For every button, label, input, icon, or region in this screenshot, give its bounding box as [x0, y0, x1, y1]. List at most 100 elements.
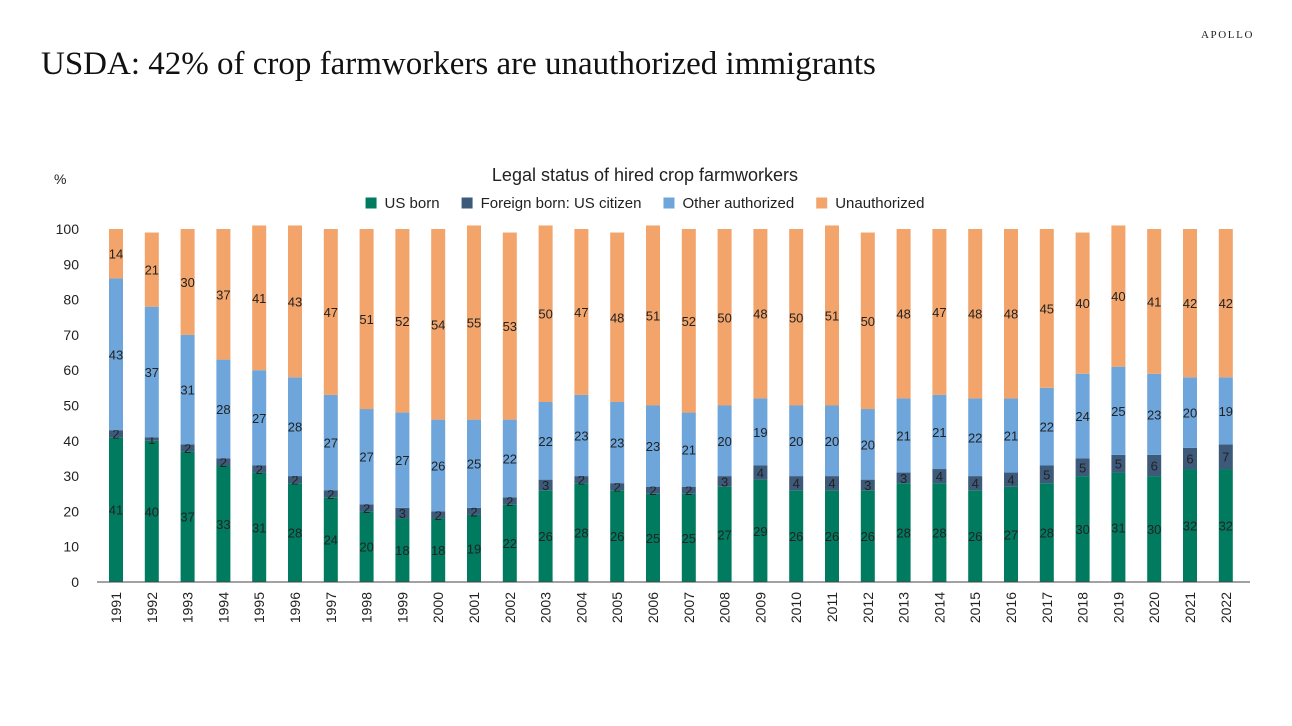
data-label: 48	[896, 307, 910, 322]
bar-segment-other-authorized	[395, 412, 410, 508]
bar-segment-unauthorized	[646, 225, 660, 406]
bar-segment-foreign-born-us-citizen	[144, 437, 159, 441]
x-tick-label: 2001	[466, 592, 482, 623]
y-tick-label: 20	[63, 503, 79, 519]
data-label: 51	[646, 308, 660, 323]
bar-segment-us-born	[1111, 472, 1126, 582]
bar-segment-us-born	[574, 483, 589, 582]
data-label: 2	[649, 483, 656, 498]
data-label: 24	[1075, 409, 1089, 424]
bar-segment-other-authorized	[860, 409, 875, 480]
x-tick-label: 2012	[860, 592, 876, 623]
legend-label: Unauthorized	[835, 195, 924, 212]
bar-segment-unauthorized	[323, 229, 338, 395]
data-label: 55	[467, 316, 481, 331]
bar-segment-other-authorized	[574, 394, 589, 477]
data-label: 41	[1147, 294, 1161, 309]
bar-segment-other-authorized	[1147, 373, 1162, 455]
bar-segment-foreign-born-us-citizen	[717, 476, 732, 487]
data-label: 5	[1115, 457, 1122, 472]
bar-segment-foreign-born-us-citizen	[1111, 454, 1126, 473]
x-tick-label: 2020	[1146, 592, 1162, 623]
bar-segment-other-authorized	[1039, 387, 1054, 466]
bar-segment-us-born	[1218, 469, 1233, 582]
bar-segment-us-born	[323, 497, 338, 582]
bar-segment-unauthorized	[502, 232, 517, 420]
x-tick-label: 2022	[1218, 592, 1234, 623]
bar-segment-unauthorized	[753, 229, 768, 399]
data-label: 23	[646, 439, 660, 454]
data-label: 32	[1183, 519, 1197, 534]
data-label: 26	[538, 529, 552, 544]
data-label: 30	[1075, 522, 1089, 537]
data-label: 37	[180, 510, 194, 525]
bar-segment-foreign-born-us-citizen	[753, 465, 768, 480]
y-tick-label: 40	[63, 433, 79, 449]
data-label: 26	[610, 529, 624, 544]
bar-segment-unauthorized	[467, 225, 481, 420]
bar-segment-unauthorized	[431, 229, 446, 420]
data-label: 25	[467, 457, 481, 472]
bar-segment-other-authorized	[753, 398, 768, 466]
data-label: 19	[467, 541, 481, 556]
bar-segment-us-born	[1039, 483, 1054, 582]
x-tick-label: 2015	[967, 592, 983, 623]
bar-segment-unauthorized	[1218, 229, 1233, 378]
data-label: 42	[1183, 296, 1197, 311]
chart-legend: US born Foreign born: US citizen Other aut…	[365, 195, 924, 212]
bar-segment-us-born	[753, 479, 768, 582]
data-label: 3	[542, 478, 549, 493]
bar-segment-foreign-born-us-citizen	[646, 486, 660, 494]
x-tick-label: 2010	[788, 592, 804, 623]
x-tick-label: 2000	[430, 592, 446, 623]
bar-segment-foreign-born-us-citizen	[288, 476, 302, 484]
data-label: 3	[399, 506, 406, 521]
bar-segment-foreign-born-us-citizen	[789, 476, 804, 491]
bar-segment-other-authorized	[789, 405, 804, 477]
bar-segment-foreign-born-us-citizen	[216, 458, 231, 466]
data-label: 28	[288, 420, 302, 435]
bar-segment-us-born	[1075, 476, 1090, 582]
data-label: 30	[1147, 522, 1161, 537]
bar-segment-other-authorized	[180, 334, 195, 445]
bar-segment-foreign-born-us-citizen	[1039, 465, 1054, 484]
y-axis-unit-label: %	[54, 171, 66, 187]
x-tick-label: 2011	[824, 592, 840, 622]
data-label: 28	[288, 526, 302, 541]
bar-segment-unauthorized	[252, 225, 267, 371]
data-label: 53	[503, 319, 517, 334]
bar-segment-unauthorized	[1004, 229, 1018, 399]
legend-item-us-born: US born	[365, 195, 440, 212]
bar-segment-foreign-born-us-citizen	[359, 504, 374, 512]
x-tick-label: 2009	[752, 592, 768, 623]
y-tick-label: 30	[63, 468, 79, 484]
x-axis: 1991 1992 1993 1994 1995 1996 1997 1998 1999 2000…	[108, 592, 1234, 623]
bar-segment-unauthorized	[395, 229, 410, 413]
bar-segment-us-born	[395, 518, 410, 582]
bar-segment-us-born	[610, 490, 625, 582]
bar-segment-other-authorized	[216, 359, 231, 459]
x-tick-label: 2003	[538, 592, 554, 623]
bar-segment-other-authorized	[538, 401, 553, 480]
bar-segment-us-born	[968, 490, 983, 582]
data-label: 4	[793, 476, 800, 491]
data-label: 4	[828, 476, 835, 491]
data-label: 48	[968, 307, 982, 322]
bar-segment-us-born	[932, 483, 947, 582]
bar-segment-foreign-born-us-citizen	[860, 479, 875, 491]
data-label: 41	[252, 291, 266, 306]
bar-segment-us-born	[109, 437, 123, 582]
x-tick-label: 2002	[502, 592, 518, 623]
x-tick-label: 1992	[144, 592, 160, 623]
data-label: 21	[145, 263, 159, 278]
data-label: 33	[216, 517, 230, 532]
bar-segment-foreign-born-us-citizen	[180, 444, 195, 452]
x-tick-label: 2016	[1003, 592, 1019, 623]
data-label: 40	[145, 504, 159, 519]
data-label: 1	[148, 432, 155, 447]
x-tick-label: 2018	[1075, 592, 1091, 623]
data-label: 43	[288, 294, 302, 309]
x-tick-label: 2021	[1182, 592, 1198, 623]
bar-segment-foreign-born-us-citizen	[538, 479, 553, 491]
